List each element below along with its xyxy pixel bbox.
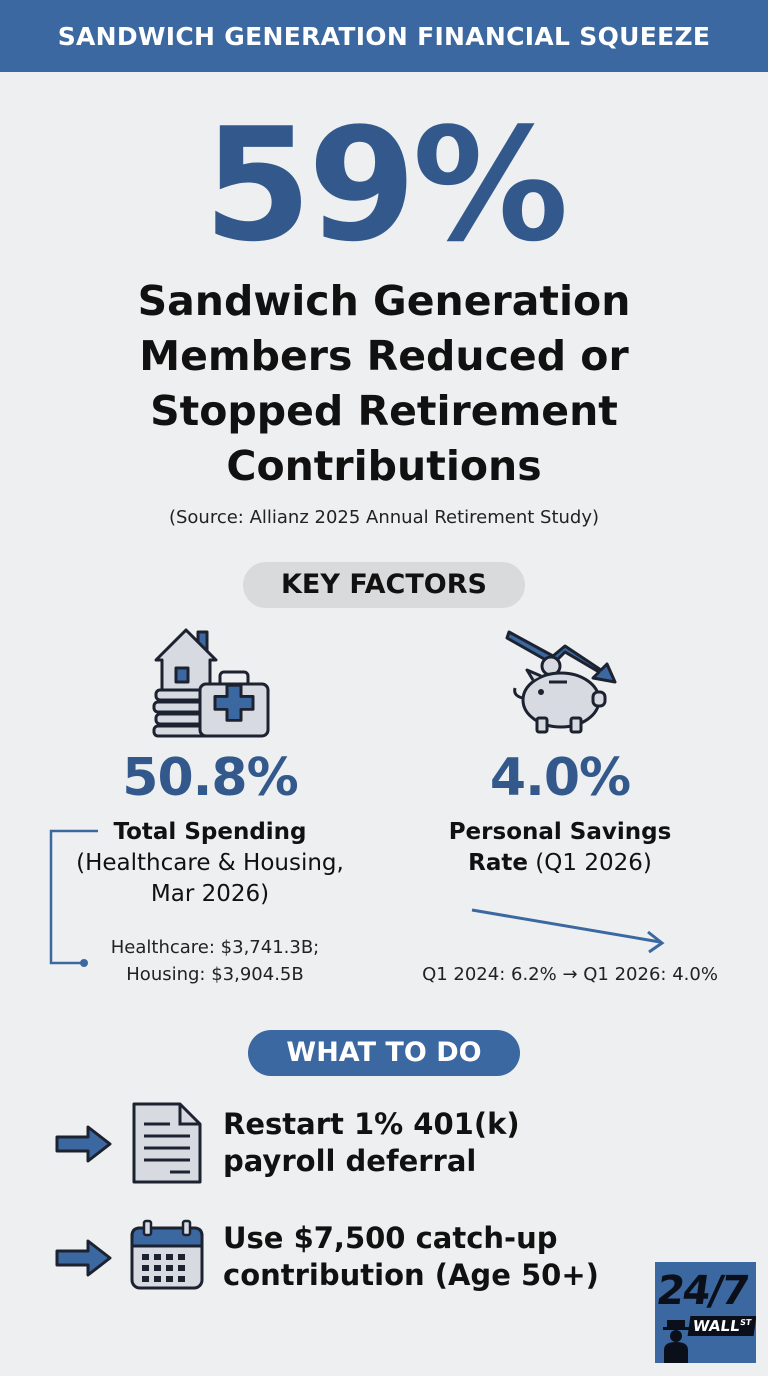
action-item: Restart 1% 401(k) payroll deferral [223,1106,643,1180]
trend-down-arrow-icon [471,908,665,954]
calendar-icon [130,1219,204,1290]
logo-number: 24/7 [655,1268,751,1314]
document-icon [132,1102,202,1184]
savings-title-rate: Rate [468,850,528,876]
logo-figure-icon [663,1320,689,1363]
headline-line: Members Reduced or [139,332,629,380]
savings-label: Personal Savings Rate (Q1 2026) [400,817,720,879]
savings-title: Personal Savings [448,819,672,845]
house-medical-kit-icon [152,628,270,738]
spending-subtitle: (Healthcare & Housing, [76,850,344,876]
hero-stat: 59% [203,94,568,276]
source-note: (Source: Allianz 2025 Annual Retirement … [168,507,600,528]
what-to-do-pill: WHAT TO DO [248,1030,520,1076]
savings-period: (Q1 2026) [527,850,652,876]
spending-detail: Healthcare: $3,741.3B; Housing: $3,904.5… [80,934,350,988]
savings-value: 4.0% [489,748,631,808]
spending-subtitle: Mar 2026) [150,881,270,907]
banner-title: SANDWICH GENERATION FINANCIAL SQUEEZE [57,21,711,51]
action-line: payroll deferral [223,1144,477,1178]
spending-connector [49,829,98,967]
headline-line: Contributions [226,442,542,490]
action-item: Use $7,500 catch-up contribution (Age 50… [223,1220,643,1294]
housing-amount: Housing: $3,904.5B [126,964,304,985]
healthcare-amount: Healthcare: $3,741.3B; [110,937,320,958]
logo-word: WALLST [687,1316,756,1336]
brand-logo: 24/7 WALLST [655,1262,756,1363]
right-arrow-icon [55,1239,112,1277]
spending-title: Total Spending [113,819,307,845]
spending-label: Total Spending (Healthcare & Housing, Ma… [50,817,370,910]
action-line: contribution (Age 50+) [223,1258,599,1292]
headline-line: Stopped Retirement [150,387,618,435]
action-line: Restart 1% 401(k) [223,1107,520,1141]
right-arrow-icon [55,1125,112,1163]
spending-value: 50.8% [122,748,298,808]
banner: SANDWICH GENERATION FINANCIAL SQUEEZE [0,0,768,72]
logo-word-text: WALL [691,1317,741,1335]
hero-headline: Sandwich Generation Members Reduced or S… [40,274,728,494]
logo-sup: ST [739,1318,752,1327]
action-line: Use $7,500 catch-up [223,1221,558,1255]
headline-line: Sandwich Generation [137,277,631,325]
piggy-bank-down-arrow-icon [505,630,617,734]
savings-detail: Q1 2024: 6.2% → Q1 2026: 4.0% [422,964,718,985]
key-factors-pill: KEY FACTORS [243,562,525,608]
